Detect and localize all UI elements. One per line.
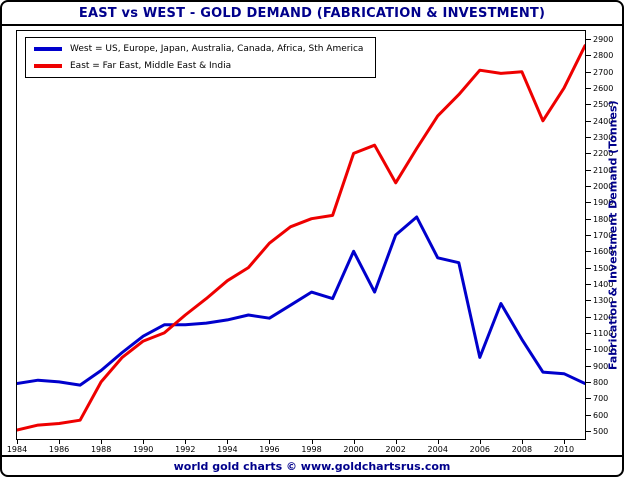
y-tick-mark — [586, 300, 591, 302]
y-tick-mark — [586, 283, 591, 285]
x-tick-label: 2000 — [343, 445, 364, 454]
west-line-swatch — [34, 47, 62, 51]
y-tick-mark — [586, 202, 591, 204]
x-tick-label: 1984 — [6, 445, 28, 454]
x-tick-mark — [437, 440, 439, 444]
footer-credit: world gold charts © www.goldchartsrus.co… — [2, 455, 622, 475]
legend-item-east: East = Far East, Middle East & India — [34, 61, 363, 71]
chart-title: EAST vs WEST - GOLD DEMAND (FABRICATION … — [2, 2, 622, 26]
x-tick-label: 1992 — [175, 445, 196, 454]
west-series-line — [17, 215, 585, 387]
y-tick-mark — [586, 332, 591, 334]
y-tick-mark — [586, 104, 591, 106]
east-line-swatch — [34, 64, 62, 68]
x-tick-label: 1998 — [301, 445, 322, 454]
x-tick-mark — [353, 440, 355, 444]
x-tick-mark — [311, 440, 313, 444]
y-tick-mark — [586, 235, 591, 236]
y-tick-mark — [586, 365, 591, 367]
x-tick-label: 1990 — [133, 445, 154, 454]
x-tick-mark — [521, 440, 523, 444]
y-tick-mark — [586, 39, 591, 41]
x-tick-mark — [479, 440, 481, 444]
line-chart — [17, 44, 585, 432]
y-tick-mark — [586, 251, 591, 253]
y-tick-mark — [586, 120, 591, 122]
y-tick-mark — [586, 169, 591, 171]
legend-item-west: West = US, Europe, Japan, Australia, Can… — [34, 44, 363, 54]
y-tick-mark — [586, 153, 591, 155]
plot-area: West = US, Europe, Japan, Australia, Can… — [16, 30, 586, 440]
legend: West = US, Europe, Japan, Australia, Can… — [25, 37, 377, 78]
x-tick-label: 1986 — [48, 445, 70, 454]
x-tick-label: 1988 — [90, 445, 112, 454]
y-tick-mark — [586, 414, 591, 416]
x-tick-label: 2006 — [469, 445, 490, 454]
y-tick-mark — [586, 218, 591, 220]
y-axis-title: Fabrication & Investment Demand (Tonnes) — [606, 100, 620, 370]
x-tick-mark — [143, 440, 145, 444]
x-tick-label: 1994 — [217, 445, 238, 454]
y-tick-mark — [586, 381, 591, 383]
y-tick-mark — [586, 55, 591, 57]
x-tick-label: 2010 — [553, 445, 575, 454]
y-tick-mark — [586, 316, 591, 318]
x-tick-mark — [563, 440, 565, 444]
east-series-line — [17, 44, 585, 432]
x-tick-mark — [59, 440, 61, 444]
x-tick-label: 2004 — [427, 445, 448, 454]
x-tick-label: 2008 — [511, 445, 533, 454]
x-tick-mark — [17, 440, 18, 444]
x-tick-label: 1996 — [259, 445, 280, 454]
x-tick-mark — [395, 440, 397, 444]
y-tick-mark — [586, 267, 591, 269]
y-tick-mark — [586, 88, 591, 90]
x-tick-mark — [185, 440, 187, 444]
y-tick-mark — [586, 137, 591, 139]
y-tick-mark — [586, 349, 591, 351]
y-tick-mark — [586, 430, 591, 432]
y-tick-mark — [586, 186, 591, 188]
legend-label-west: West = US, Europe, Japan, Australia, Can… — [70, 44, 364, 54]
x-tick-mark — [227, 440, 229, 444]
legend-label-east: East = Far East, Middle East & India — [70, 61, 232, 71]
x-tick-mark — [269, 440, 271, 444]
y-tick-mark — [586, 71, 591, 73]
y-tick-mark — [586, 398, 591, 400]
x-tick-mark — [101, 440, 103, 444]
chart-area: West = US, Europe, Japan, Australia, Can… — [2, 26, 622, 455]
x-tick-label: 2002 — [385, 445, 406, 454]
